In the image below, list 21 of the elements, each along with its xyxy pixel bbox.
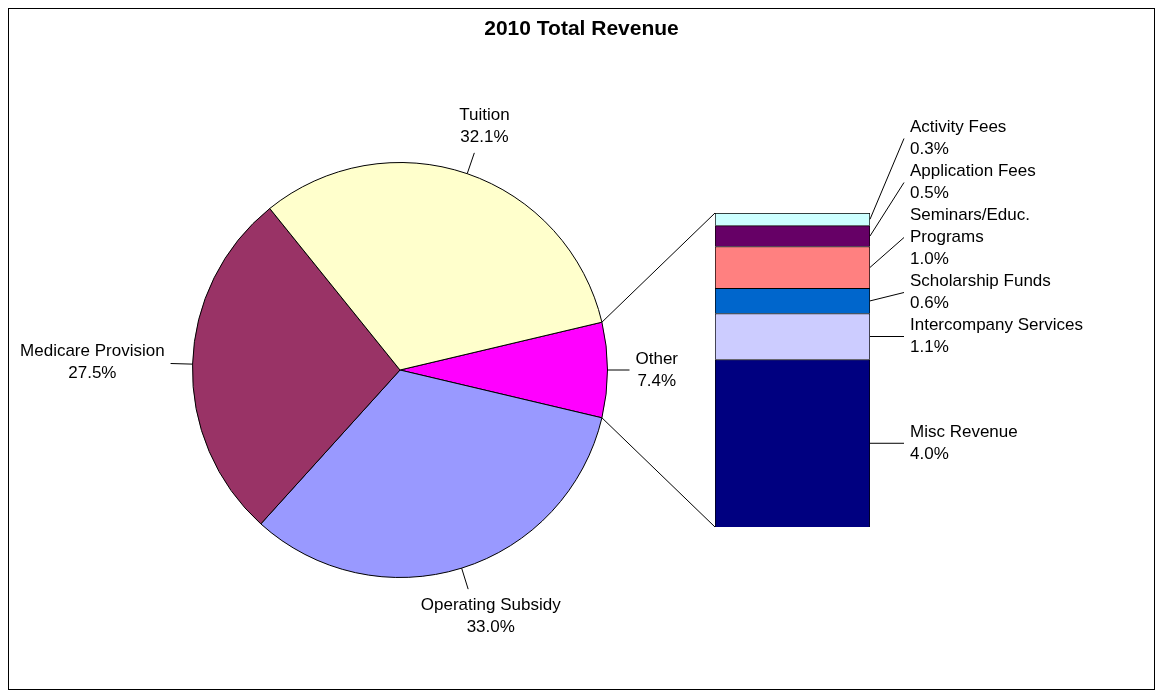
data-label: 27.5% [68, 363, 117, 383]
text: Activity Fees [910, 117, 1007, 137]
data-label: 0.5% [910, 183, 949, 203]
data-label: 7.4% [637, 370, 677, 390]
slice-label: Other [635, 348, 679, 368]
data-label: 0.3% [910, 139, 949, 159]
data-label: 4.0% [910, 443, 949, 463]
data-label: 0.6% [910, 293, 949, 313]
data-label: 32.1% [460, 127, 509, 147]
text: Intercompany Services [910, 315, 1083, 335]
text: Scholarship Funds [910, 271, 1051, 291]
data-label: 1.1% [910, 337, 949, 357]
chart-title: 2010 Total Revenue [483, 16, 680, 40]
text: Seminars/Educ. Programs [910, 205, 1030, 247]
text: Application Fees [910, 161, 1036, 181]
data-label: 1.0% [910, 249, 949, 269]
text: Misc Revenue [910, 421, 1018, 441]
data-label: 33.0% [466, 616, 515, 636]
slice-label: Operating Subsidy [420, 594, 562, 614]
slice-label: Medicare Provision [20, 341, 165, 361]
slice-label: Tuition [459, 105, 510, 125]
